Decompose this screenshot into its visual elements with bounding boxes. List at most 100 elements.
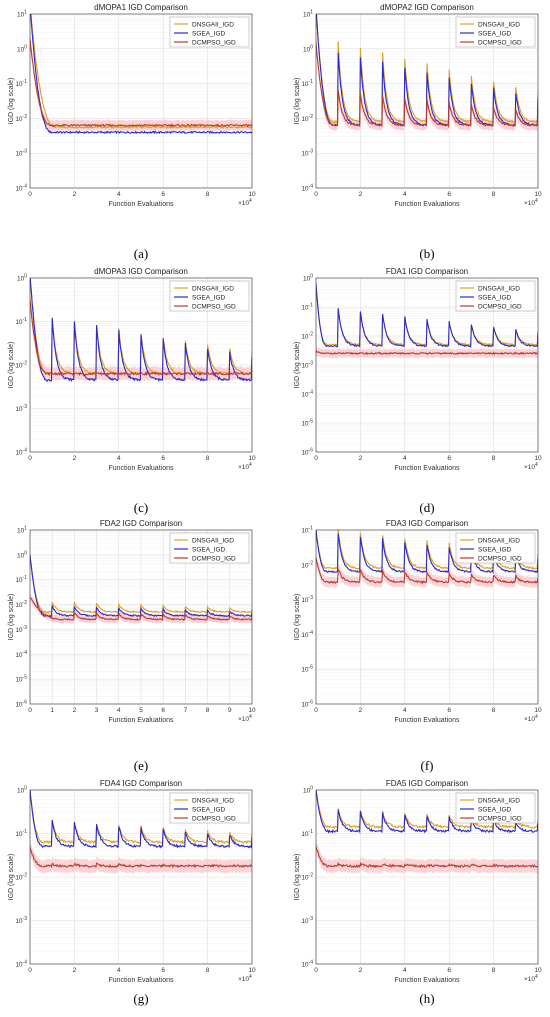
x-tick-label: 6 (161, 707, 165, 714)
y-tick-label: 10-5 (301, 665, 313, 674)
y-tick-label: 10-3 (301, 361, 313, 370)
x-tick-label: 4 (403, 967, 407, 974)
x-tick-label: 10 (534, 191, 542, 198)
series-line-sgea-igd (30, 278, 252, 383)
y-tick-label: 10-6 (15, 700, 27, 709)
y-tick-exponent: -4 (23, 448, 28, 454)
y-tick-exponent: 0 (24, 786, 27, 792)
legend-label: DCMPSO_IGD (192, 815, 236, 822)
x-tick-label: 6 (161, 967, 165, 974)
legend-label: SGEA_IGD (478, 806, 512, 813)
series-group (316, 790, 538, 874)
series-group (316, 283, 538, 359)
legend: DNSGAII_IGD SGEA_IGD DCMPSO_IGD (169, 792, 250, 824)
y-tick-exponent: -2 (309, 114, 314, 120)
series-group (30, 790, 252, 874)
x-tick-label: 2 (359, 967, 363, 974)
legend-label: DNSGAII_IGD (478, 285, 520, 292)
x-axis-label: Function Evaluations (109, 465, 174, 472)
y-tick-label: 10-4 (301, 390, 313, 399)
chart-panel-f: 0 2 4 6 8 10 10-6 10-5 10-4 10-3 10-2 10-1 ×104 FDA3 … (294, 519, 542, 724)
y-tick-exponent: -3 (23, 149, 28, 155)
x-axis-label: Function Evaluations (395, 717, 460, 724)
y-tick-exponent: -2 (23, 600, 28, 606)
x-tick-label: 10 (534, 967, 542, 974)
y-tick-exponent: -1 (23, 829, 28, 835)
series-line-sgea-igd (316, 790, 538, 834)
chart-panel-e: 0 1 2 3 4 5 6 7 8 9 1010-610-510-410-310-210-11001… (8, 519, 256, 724)
axes-frame (29, 277, 253, 453)
legend-label: DCMPSO_IGD (192, 303, 236, 310)
series-line-sgea-igd (316, 530, 538, 575)
x-tick-label: 6 (161, 191, 165, 198)
legend-label: DNSGAII_IGD (192, 285, 234, 292)
x-tick-label: 2 (359, 191, 363, 198)
panel-caption: (f) (421, 758, 434, 773)
x-exponent-label: ×104 (524, 974, 538, 983)
x-tick-label: 0 (28, 967, 32, 974)
x-tick-label: 4 (403, 707, 407, 714)
y-tick-label: 10-4 (15, 650, 27, 659)
y-tick-exponent: -3 (309, 149, 314, 155)
legend-label: SGEA_IGD (478, 294, 512, 301)
series-line-dcmpso-igd (316, 846, 538, 869)
x-axis-label: Function Evaluations (109, 717, 174, 724)
chart-panel-g: 0 2 4 6 8 10 10-4 10-3 10-2 10-1 100 ×104 FDA4 IGD C… (8, 779, 256, 984)
x-tick-label: 7 (184, 707, 188, 714)
y-tick-label: 10-1 (301, 79, 313, 88)
x-exponent-power: 4 (249, 714, 252, 720)
legend-label: DCMPSO_IGD (478, 555, 522, 562)
y-tick-exponent: -4 (309, 390, 314, 396)
y-tick-label: 10-2 (301, 560, 313, 569)
axes-frame (315, 529, 539, 705)
legend-label: SGEA_IGD (478, 30, 512, 37)
legend-label: SGEA_IGD (192, 30, 226, 37)
x-tick-label: 8 (492, 191, 496, 198)
series-line-dcmpso-igd (316, 557, 538, 585)
y-tick-exponent: -4 (23, 650, 28, 656)
legend-label: DCMPSO_IGD (192, 39, 236, 46)
x-tick-label: 9 (228, 707, 232, 714)
x-exponent-label: ×104 (238, 974, 252, 983)
y-tick-label: 10-3 (15, 916, 27, 925)
x-exponent-power: 4 (535, 198, 538, 204)
y-tick-exponent: 0 (310, 786, 313, 792)
y-axis-label: IGD (log scale) (8, 594, 15, 641)
series-line-dnsgaii-igd (30, 14, 252, 130)
y-tick-exponent: -1 (309, 303, 314, 309)
x-tick-label: 10 (248, 967, 256, 974)
y-tick-exponent: -1 (23, 317, 28, 323)
y-tick-label: 10-1 (15, 575, 27, 584)
series-group (30, 14, 252, 135)
y-tick-exponent: 0 (24, 550, 27, 556)
legend-label: DCMPSO_IGD (478, 303, 522, 310)
x-tick-label: 4 (117, 455, 121, 462)
series-line-sgea-igd (316, 283, 538, 348)
x-tick-label: 0 (314, 707, 318, 714)
x-tick-label: 2 (359, 707, 363, 714)
y-tick-exponent: -2 (23, 873, 28, 879)
series-line-dnsgaii-igd (316, 14, 538, 124)
y-tick-exponent: -2 (309, 332, 314, 338)
series-line-dcmpso-igd (30, 596, 252, 622)
x-axis-label: Function Evaluations (395, 201, 460, 208)
y-tick-label: 10-2 (301, 114, 313, 123)
legend-label: SGEA_IGD (192, 546, 226, 553)
y-tick-label: 10-3 (301, 149, 313, 158)
y-tick-exponent: -3 (309, 595, 314, 601)
y-tick-exponent: -2 (23, 114, 28, 120)
y-tick-exponent: -4 (309, 960, 314, 966)
axes-frame (29, 529, 253, 705)
legend: DNSGAII_IGD SGEA_IGD DCMPSO_IGD (169, 280, 250, 312)
series-line-dcmpso-igd (30, 39, 252, 128)
y-tick-exponent: -4 (23, 960, 28, 966)
y-axis-label: IGD (log scale) (294, 854, 301, 901)
y-tick-exponent: -1 (23, 79, 28, 85)
x-tick-label: 6 (447, 967, 451, 974)
y-axis-label: IGD (log scale) (8, 854, 15, 901)
x-tick-label: 0 (314, 191, 318, 198)
axes-frame (29, 13, 253, 189)
y-tick-label: 100 (303, 44, 313, 53)
y-tick-label: 10-3 (15, 404, 27, 413)
